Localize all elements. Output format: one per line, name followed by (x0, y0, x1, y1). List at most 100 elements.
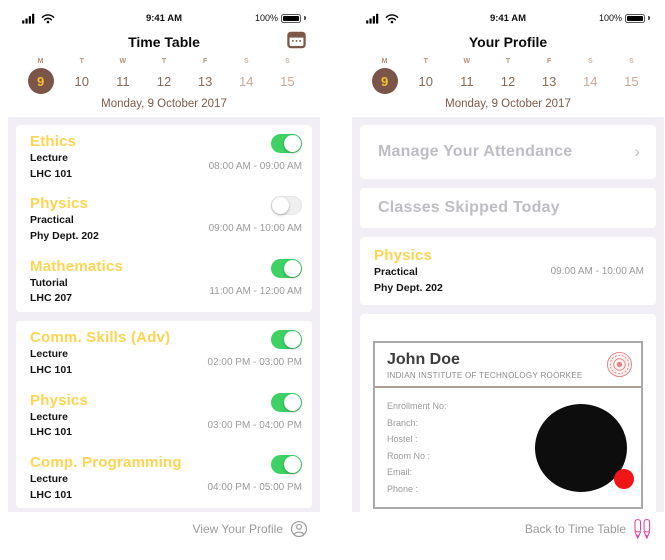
date-cell[interactable]: 14 (239, 73, 254, 89)
week-day-letters: M T W T F S S (352, 55, 664, 65)
date-cell[interactable]: 12 (500, 73, 516, 89)
date-cell-selected[interactable]: 9 (27, 68, 54, 94)
date-cell[interactable]: 13 (541, 73, 557, 89)
class-row: Ethics Lecture LHC 101 08:00 AM - 09:00 … (16, 125, 312, 187)
student-photo (535, 404, 634, 493)
class-type: Lecture (30, 410, 68, 423)
class-controls: 09:00 AM - 10:00 AM (551, 265, 644, 277)
date-cell[interactable]: 10 (418, 73, 433, 89)
class-name: Physics (30, 391, 89, 409)
week-letter: T (79, 58, 84, 65)
battery-tip (648, 16, 650, 20)
class-row: Comp. Programming Lecture LHC 101 04:00 … (16, 446, 312, 508)
week-letter: T (505, 58, 511, 65)
chevron-right-icon: › (634, 142, 640, 161)
afternoon-classes-card: Comm. Skills (Adv) Lecture LHC 101 02:00… (16, 321, 312, 509)
class-attendance-toggle[interactable] (271, 454, 302, 474)
date-heading: Monday, 9 October 2017 (445, 98, 571, 110)
week-letter: F (202, 58, 208, 65)
class-controls: 02:00 PM - 03:00 PM (208, 329, 302, 377)
date-cell[interactable]: 10 (74, 73, 89, 89)
week-day-letters: M T W T F S S (8, 55, 320, 65)
class-name: Physics (30, 195, 89, 213)
status-right: 100% (255, 13, 306, 23)
week-letter: S (629, 58, 634, 65)
class-info: Ethics Lecture LHC 101 (30, 133, 76, 181)
week-letter: S (243, 58, 249, 65)
classes-skipped-header-card: Classes Skipped Today (360, 188, 656, 228)
institute-seal-icon (606, 352, 633, 378)
record-red-dot (614, 469, 634, 490)
class-row: Mathematics Tutorial LHC 207 11:00 AM - … (16, 250, 312, 312)
timetable-footer: View Your Profile (8, 512, 320, 546)
date-cell[interactable]: 11 (460, 73, 474, 89)
toggle-knob (284, 135, 301, 152)
pens-icon[interactable] (633, 518, 652, 541)
class-attendance-toggle[interactable] (271, 392, 302, 412)
status-bar: 9:41 AM 100% (352, 8, 664, 28)
manage-attendance-button[interactable]: Manage Your Attendance › (360, 125, 656, 179)
class-time: 09:00 AM - 10:00 AM (208, 223, 302, 235)
week-letter: S (285, 58, 290, 65)
page-title: Time Table (128, 33, 200, 50)
class-name: Ethics (30, 133, 77, 150)
class-controls: 04:00 PM - 05:00 PM (208, 454, 302, 502)
id-card-identity: John Doe INDIAN INSTITUTE OF TECHNOLOGY … (387, 351, 583, 380)
battery-icon (281, 13, 301, 23)
week-letter: F (546, 58, 552, 65)
class-room: Phy Dept. 202 (30, 230, 99, 243)
class-type: Lecture (30, 472, 68, 485)
person-icon[interactable] (290, 520, 308, 538)
date-cell[interactable]: 12 (156, 73, 172, 89)
view-profile-link[interactable]: View Your Profile (192, 522, 283, 536)
toggle-knob (284, 393, 301, 411)
date-cell[interactable]: 14 (583, 73, 598, 89)
class-time: 09:00 AM - 10:00 AM (550, 266, 644, 278)
date-cell-selected[interactable]: 9 (371, 68, 398, 94)
class-attendance-toggle[interactable] (271, 196, 302, 216)
week-dates: 9 10 11 12 13 14 15 (352, 65, 664, 97)
week-letter: S (587, 58, 593, 65)
page-title: Your Profile (468, 33, 548, 50)
id-card-container: John Doe INDIAN INSTITUTE OF TECHNOLOGY … (360, 314, 656, 512)
student-id-card: John Doe INDIAN INSTITUTE OF TECHNOLOGY … (373, 341, 643, 510)
battery-percent: 100% (598, 13, 622, 23)
class-controls: 08:00 AM - 09:00 AM (209, 133, 302, 181)
class-room: Phy Dept. 202 (374, 281, 443, 294)
wifi-icon (385, 13, 399, 23)
class-type: Practical (30, 214, 74, 227)
class-controls: 11:00 AM - 12:00 AM (209, 258, 302, 306)
class-info: Physics Practical Phy Dept. 202 (374, 247, 443, 295)
profile-content: Manage Your Attendance › Classes Skipped… (352, 117, 664, 512)
status-right: 100% (599, 13, 650, 23)
class-name: Mathematics (30, 257, 124, 275)
class-attendance-toggle[interactable] (271, 330, 302, 350)
class-name: Comm. Skills (Adv) (30, 329, 171, 347)
class-row: Physics Lecture LHC 101 03:00 PM - 04:00… (16, 384, 312, 446)
class-controls: 09:00 AM - 10:00 AM (209, 195, 302, 243)
class-room: LHC 207 (30, 292, 73, 305)
class-attendance-toggle[interactable] (271, 258, 302, 278)
class-time: 08:00 AM - 09:00 AM (208, 161, 302, 172)
calendar-button[interactable] (287, 30, 306, 54)
date-cell[interactable]: 13 (197, 73, 213, 89)
id-field-label: Branch: (387, 417, 419, 428)
class-row: Comm. Skills (Adv) Lecture LHC 101 02:00… (16, 321, 312, 383)
id-card-fields: Enrollment No: Branch: Hostel : Room No … (387, 398, 447, 497)
date-cell[interactable]: 11 (116, 73, 130, 89)
battery-percent: 100% (254, 13, 278, 23)
manage-attendance-label: Manage Your Attendance (378, 143, 573, 160)
institute-name: INDIAN INSTITUTE OF TECHNOLOGY ROORKEE (387, 371, 583, 381)
title-bar: Time Table (8, 28, 320, 55)
morning-classes-card: Ethics Lecture LHC 101 08:00 AM - 09:00 … (16, 125, 312, 313)
status-left (366, 13, 399, 24)
date-cell[interactable]: 15 (624, 73, 639, 89)
classes-skipped-label: Classes Skipped Today (378, 199, 560, 216)
class-attendance-toggle[interactable] (271, 134, 302, 153)
id-card-header: John Doe INDIAN INSTITUTE OF TECHNOLOGY … (375, 343, 641, 389)
status-time: 9:41 AM (489, 12, 527, 24)
back-to-timetable-link[interactable]: Back to Time Table (524, 522, 626, 536)
student-name: John Doe (387, 351, 460, 369)
date-cell[interactable]: 15 (280, 73, 295, 89)
